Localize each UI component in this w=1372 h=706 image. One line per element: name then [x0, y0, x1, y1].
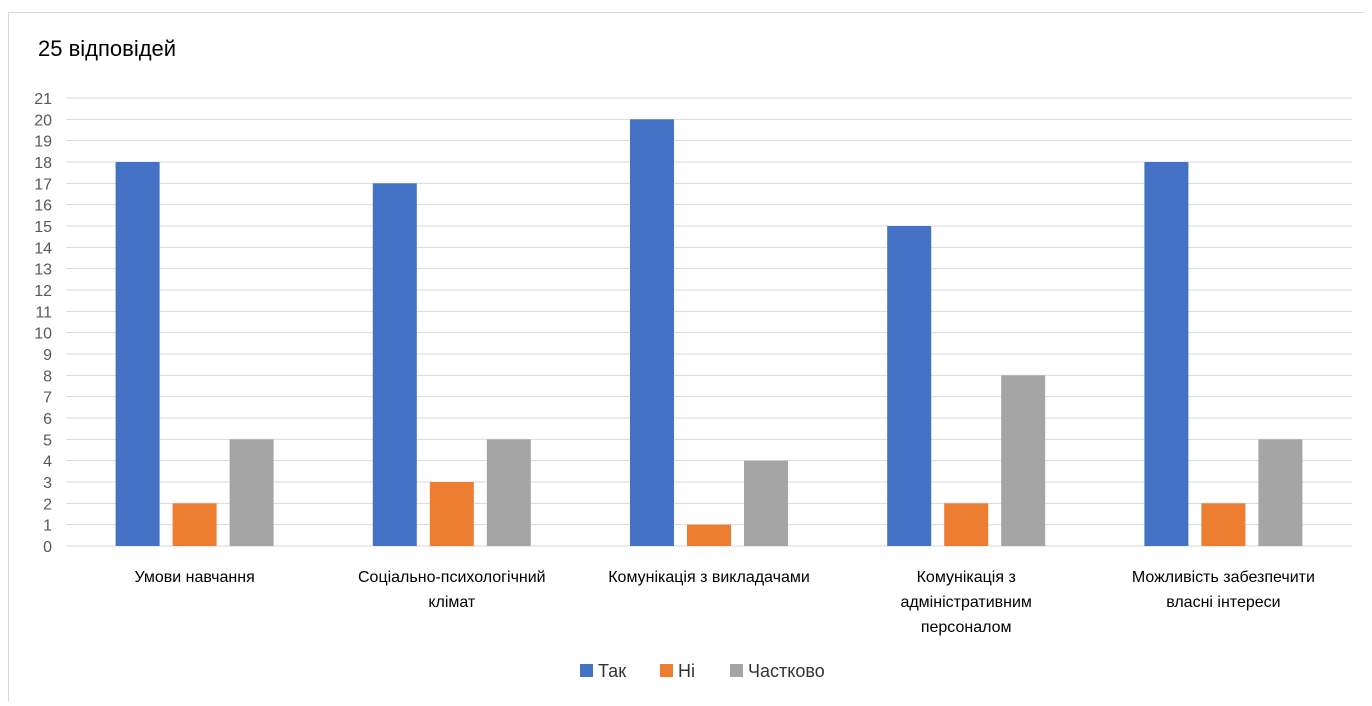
y-tick-label: 9	[43, 347, 52, 364]
x-category-label: Комунікація з адміністративним персоналом	[900, 569, 1032, 636]
x-category-label: Умови навчання	[134, 569, 254, 586]
bar	[372, 183, 417, 547]
bar	[172, 503, 217, 546]
legend: Так Ні Частково	[580, 661, 825, 681]
y-tick-label: 5	[43, 432, 52, 449]
legend-swatch	[660, 664, 673, 677]
y-tick-label: 7	[43, 390, 52, 407]
x-category-line: Комунікація з викладачами	[608, 569, 810, 586]
y-tick-label: 2	[43, 496, 52, 513]
legend-swatch	[580, 664, 593, 677]
y-tick-label: 6	[43, 411, 52, 428]
bar	[429, 482, 474, 546]
y-tick-label: 16	[34, 198, 52, 215]
x-category-line: Можливість забезпечити	[1132, 569, 1315, 586]
legend-swatch	[730, 664, 743, 677]
chart-frame	[8, 12, 1364, 702]
y-tick-label: 10	[34, 326, 52, 343]
y-tick-label: 13	[34, 262, 52, 279]
y-tick-label: 15	[34, 219, 52, 236]
y-tick-label: 12	[34, 283, 52, 300]
x-category-line: власні інтереси	[1166, 594, 1280, 611]
y-tick-label: 17	[34, 176, 52, 193]
bars	[115, 119, 1303, 547]
x-category-line: персоналом	[921, 619, 1012, 636]
legend-label: Ні	[678, 661, 695, 681]
y-tick-label: 4	[43, 454, 52, 471]
y-tick-label: 11	[35, 304, 52, 321]
y-tick-label: 1	[43, 518, 52, 535]
chart-title: 25 відповідей	[38, 36, 177, 61]
bar	[887, 226, 932, 546]
y-tick-label: 3	[43, 475, 52, 492]
y-tick-label: 19	[34, 134, 52, 151]
x-category-line: клімат	[428, 594, 476, 611]
x-axis: Умови навчання Соціально-психологічний клі…	[134, 569, 1314, 636]
legend-label: Частково	[748, 661, 825, 681]
bar	[486, 439, 531, 546]
y-tick-label: 20	[34, 112, 52, 129]
bar	[687, 524, 731, 546]
bar	[744, 460, 788, 546]
x-category-line: Соціально-психологічний	[358, 569, 546, 586]
legend-label: Так	[598, 661, 626, 681]
x-category-line: адміністративним	[900, 594, 1032, 611]
y-tick-label: 18	[34, 155, 52, 172]
bar	[630, 119, 674, 546]
x-category-label: Соціально-психологічний клімат	[358, 569, 546, 611]
y-tick-label: 21	[34, 91, 52, 108]
bar	[1001, 375, 1046, 546]
bar	[229, 439, 274, 546]
x-category-label: Комунікація з викладачами	[608, 569, 810, 586]
x-category-label: Можливість забезпечити власні інтереси	[1132, 569, 1315, 611]
y-tick-label: 0	[43, 539, 52, 556]
x-category-line: Умови навчання	[134, 569, 254, 586]
bar	[944, 503, 989, 546]
y-tick-label: 8	[43, 368, 52, 385]
y-tick-label: 14	[34, 240, 52, 257]
bar	[115, 162, 160, 546]
bar	[1258, 439, 1303, 546]
bar	[1144, 162, 1189, 546]
bar	[1201, 503, 1246, 546]
x-category-line: Комунікація з	[917, 569, 1016, 586]
